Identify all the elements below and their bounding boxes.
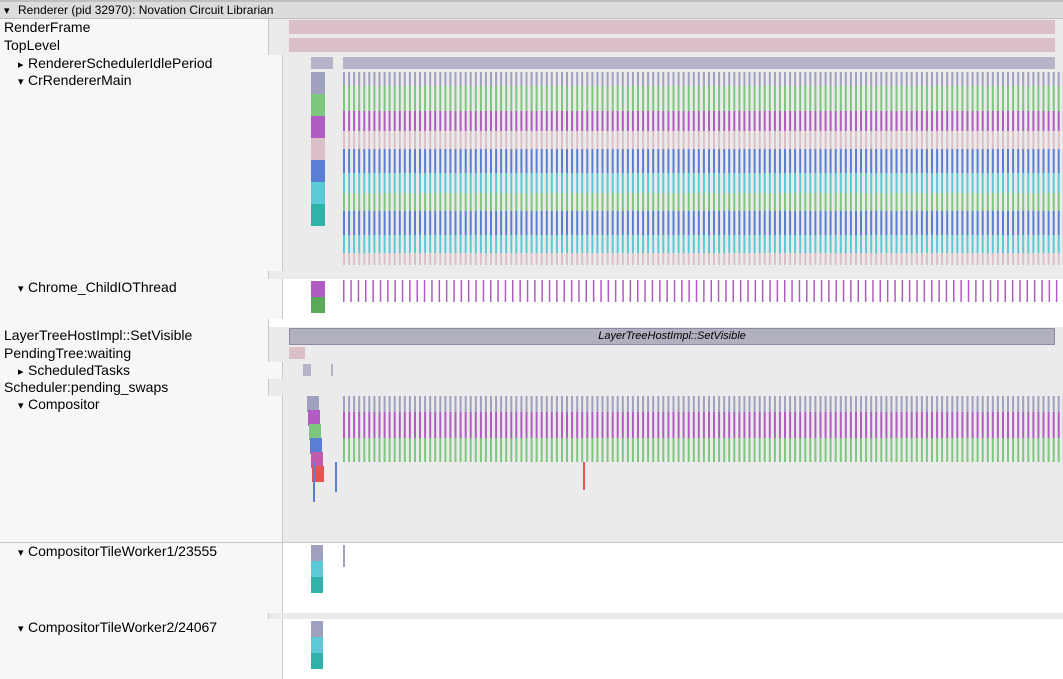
event-block[interactable] <box>311 545 323 561</box>
track-label[interactable]: CompositorTileWorker1/23555 <box>28 543 217 560</box>
track-label[interactable]: ScheduledTasks <box>28 362 130 379</box>
expand-icon[interactable] <box>18 619 28 638</box>
event-block[interactable] <box>311 637 323 653</box>
flame-track[interactable] <box>283 396 1063 542</box>
collapse-icon[interactable] <box>4 3 14 17</box>
track-label[interactable]: Compositor <box>28 396 100 413</box>
event-block[interactable] <box>311 621 323 637</box>
flame-track[interactable] <box>283 72 1063 271</box>
event-block[interactable] <box>331 364 333 376</box>
process-title: Renderer (pid 32970): Novation Circuit L… <box>18 3 273 17</box>
expand-icon[interactable] <box>18 72 28 91</box>
event-block[interactable] <box>303 364 311 376</box>
expand-icon[interactable] <box>18 543 28 562</box>
span-label: LayerTreeHostImpl::SetVisible <box>290 330 1054 342</box>
track-label[interactable]: RenderFrame <box>4 19 90 36</box>
track-label[interactable]: TopLevel <box>4 37 60 54</box>
process-header[interactable]: Renderer (pid 32970): Novation Circuit L… <box>0 0 1063 19</box>
event-block[interactable] <box>311 57 333 69</box>
track-label[interactable]: CrRendererMain <box>28 72 131 89</box>
track-label[interactable]: Scheduler:pending_swaps <box>4 379 168 396</box>
track-label[interactable]: LayerTreeHostImpl::SetVisible <box>4 327 192 344</box>
async-span[interactable]: LayerTreeHostImpl::SetVisible <box>289 328 1055 345</box>
event-block[interactable] <box>311 653 323 669</box>
event-block[interactable] <box>311 577 323 593</box>
track-label[interactable]: CompositorTileWorker2/24067 <box>28 619 217 636</box>
track-span[interactable] <box>289 20 1055 34</box>
event-block[interactable] <box>311 561 323 577</box>
event-block[interactable] <box>343 545 345 567</box>
track-label[interactable]: RendererSchedulerIdlePeriod <box>28 55 212 72</box>
expand-icon[interactable] <box>18 279 28 298</box>
event-span[interactable] <box>343 57 1055 69</box>
expand-icon[interactable] <box>18 396 28 415</box>
track-label[interactable]: PendingTree:waiting <box>4 345 131 362</box>
track-span[interactable] <box>289 38 1055 52</box>
track-label[interactable]: Chrome_ChildIOThread <box>28 279 177 296</box>
event-block[interactable] <box>289 347 305 359</box>
